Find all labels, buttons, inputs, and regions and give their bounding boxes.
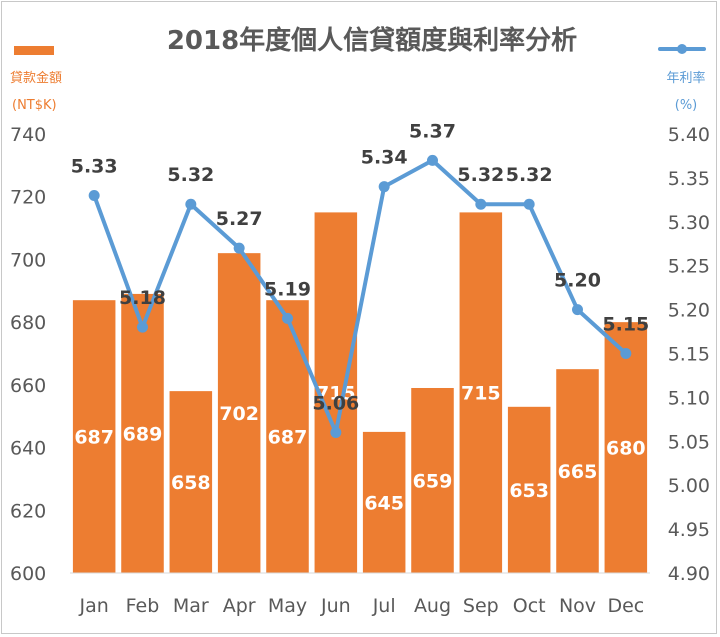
rate-value-label: 5.34 <box>361 147 408 169</box>
rate-point <box>88 189 100 201</box>
left-axis-label-line2: (NT$K) <box>12 98 57 113</box>
bar-value-label: 653 <box>509 480 549 502</box>
right-axis-label-line2: (%) <box>675 98 698 113</box>
rate-value-label: 5.15 <box>602 314 649 336</box>
bar <box>72 300 116 573</box>
rate-point <box>330 427 342 439</box>
rate-point <box>620 348 632 359</box>
bar-value-label: 659 <box>413 470 453 492</box>
rate-point <box>523 198 535 210</box>
legend-bar-swatch <box>14 46 54 55</box>
left-tick-label: 700 <box>10 249 46 271</box>
bar-value-label: 658 <box>171 472 211 494</box>
bar <box>604 322 648 573</box>
category-label: Nov <box>559 595 596 617</box>
line-series <box>88 154 632 439</box>
right-tick-label: 5.05 <box>668 431 710 453</box>
left-tick-label: 620 <box>10 500 46 522</box>
rate-value-label: 5.20 <box>554 270 601 292</box>
bar-value-label: 687 <box>268 427 308 449</box>
category-label: Oct <box>513 595 546 617</box>
bar <box>169 391 213 573</box>
right-tick-label: 5.35 <box>668 168 710 190</box>
rate-value-label: 5.32 <box>167 164 214 186</box>
bar-value-label: 645 <box>364 492 404 514</box>
rate-value-label: 5.06 <box>312 393 359 415</box>
rate-value-label: 5.18 <box>119 287 166 309</box>
bar <box>314 212 358 573</box>
rate-value-label: 5.33 <box>71 155 118 177</box>
category-label: Dec <box>607 595 644 617</box>
rate-value-label: 5.27 <box>216 208 263 230</box>
bar-value-label: 715 <box>461 383 501 405</box>
rate-value-label: 5.32 <box>457 164 504 186</box>
bar <box>459 212 503 573</box>
category-label: Apr <box>223 595 256 617</box>
line-data-labels: 5.335.185.325.275.195.065.345.375.32 5.32… <box>71 120 650 414</box>
chart-title: 2018年度個人信貸額度與利率分析 <box>167 25 577 56</box>
left-tick-label: 720 <box>10 187 46 209</box>
bar-value-label: 680 <box>606 438 646 460</box>
bar <box>556 369 599 573</box>
rate-point <box>427 154 438 166</box>
rate-point <box>233 242 245 254</box>
right-tick-label: 5.15 <box>668 344 710 366</box>
rate-value-label: 5.32 <box>506 164 553 186</box>
bar <box>362 431 406 573</box>
category-label: May <box>268 595 307 617</box>
right-tick-label: 5.30 <box>668 212 710 234</box>
bar <box>266 300 309 573</box>
left-axis-ticks: 600 620 640 660 680 700 720 740 <box>10 124 46 585</box>
rate-point <box>378 181 390 193</box>
bar-value-label: 665 <box>558 461 598 483</box>
category-label: Mar <box>173 595 209 617</box>
bar <box>507 406 551 573</box>
right-tick-label: 5.20 <box>668 300 710 322</box>
left-tick-label: 740 <box>10 124 46 146</box>
bar-value-label: 702 <box>219 403 259 425</box>
rate-point <box>282 312 293 324</box>
legend-line-swatch <box>658 44 706 54</box>
rate-point <box>137 321 148 333</box>
right-tick-label: 5.40 <box>668 124 710 146</box>
category-label: Aug <box>414 595 451 617</box>
left-tick-label: 680 <box>10 312 46 334</box>
rate-point <box>572 304 583 316</box>
bar <box>217 253 261 573</box>
rate-point <box>475 198 487 210</box>
bar-series <box>72 212 648 573</box>
bar-value-label: 687 <box>74 427 114 449</box>
left-tick-label: 600 <box>10 563 46 585</box>
right-tick-label: 5.25 <box>668 256 710 278</box>
category-label: Jul <box>372 595 396 617</box>
right-axis-label-line1: 年利率 <box>666 70 705 86</box>
left-axis-label-line1: 貸款金額 <box>10 70 62 86</box>
rate-value-label: 5.37 <box>409 120 456 142</box>
bar <box>121 293 164 573</box>
right-tick-label: 4.90 <box>668 563 710 585</box>
right-tick-label: 5.00 <box>668 475 710 497</box>
rate-line <box>92 158 628 435</box>
category-label: Feb <box>126 595 160 617</box>
bar-value-label: 689 <box>123 423 163 445</box>
category-label: Sep <box>463 595 499 617</box>
right-tick-label: 4.95 <box>668 519 710 541</box>
category-labels: Jan Feb Mar Apr May Jun Jul Aug Sep Oct Nov Dec <box>79 595 645 617</box>
right-axis-ticks: 4.90 4.95 5.00 5.05 5.10 5.15 5.20 5.25 5.30 5.35… <box>668 124 710 585</box>
category-label: Jan <box>79 595 109 617</box>
category-label: Jun <box>320 595 351 617</box>
right-tick-label: 5.10 <box>668 387 710 409</box>
rate-value-label: 5.19 <box>264 278 311 300</box>
bar <box>411 387 454 573</box>
left-tick-label: 660 <box>10 375 46 397</box>
rate-point <box>185 198 197 210</box>
left-tick-label: 640 <box>10 438 46 460</box>
